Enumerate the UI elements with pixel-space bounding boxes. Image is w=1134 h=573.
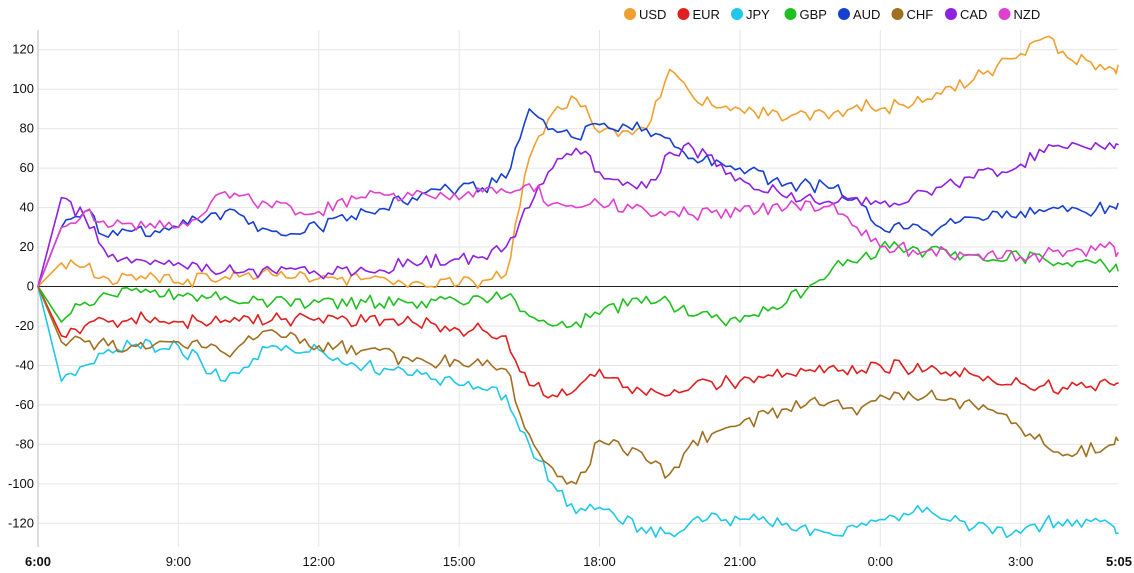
y-tick-label: -80: [15, 436, 34, 451]
series-line-nzd: [37, 183, 1119, 288]
legend-label: USD: [639, 7, 666, 22]
y-tick-label: -20: [15, 318, 34, 333]
legend-label: JPY: [746, 7, 770, 22]
series-line-eur: [37, 285, 1119, 399]
x-tick-label: 6:00: [25, 554, 51, 569]
series-line-chf: [37, 285, 1119, 485]
legend-label: CAD: [960, 7, 987, 22]
y-tick-label: -120: [8, 515, 34, 530]
legend-item-gbp[interactable]: GBP: [784, 7, 827, 22]
legend-item-eur[interactable]: EUR: [677, 7, 720, 22]
legend-item-cad[interactable]: CAD: [945, 7, 987, 22]
x-tick-label: 15:00: [443, 554, 476, 569]
x-tick-label: 21:00: [724, 554, 757, 569]
legend-item-aud[interactable]: AUD: [838, 7, 880, 22]
y-tick-label: 20: [20, 239, 34, 254]
y-tick-label: -40: [15, 357, 34, 372]
legend-swatch: [998, 8, 1011, 20]
y-tick-label: 100: [12, 81, 34, 96]
x-tick-label: 3:00: [1008, 554, 1033, 569]
legend-swatch: [891, 8, 904, 20]
series-line-aud: [37, 108, 1119, 288]
y-tick-label: 40: [20, 200, 34, 215]
grid-layer: [38, 30, 1118, 547]
legend-item-usd[interactable]: USD: [624, 7, 666, 22]
axis-layer: 120 100 80 60 40 20 0 -20 -40 -60 -80 -100 -120 6:00 9…: [8, 30, 1132, 569]
legend-swatch: [677, 8, 690, 20]
legend-label: EUR: [693, 7, 720, 22]
y-tick-label: -60: [15, 397, 34, 412]
legend-swatch: [945, 8, 957, 20]
series-line-usd: [37, 35, 1119, 289]
series-line-gbp: [37, 240, 1119, 329]
y-tick-label: 120: [12, 42, 34, 57]
x-tick-label: 5:05: [1106, 554, 1132, 569]
legend-swatch: [838, 8, 850, 20]
x-tick-label: 9:00: [166, 554, 191, 569]
x-tick-label: 12:00: [302, 554, 335, 569]
legend-swatch: [731, 8, 743, 20]
y-tick-label: 0: [27, 279, 34, 294]
y-tick-label: 60: [20, 160, 34, 175]
x-tick-label: 0:00: [868, 554, 893, 569]
y-tick-label: 80: [20, 121, 34, 136]
y-tick-label: -100: [8, 476, 34, 491]
legend-item-chf[interactable]: CHF: [891, 7, 934, 22]
legend-label: CHF: [907, 7, 934, 22]
legend-swatch: [624, 8, 636, 20]
legend-label: GBP: [800, 7, 827, 22]
legend-label: NZD: [1014, 7, 1041, 22]
x-tick-label: 18:00: [583, 554, 616, 569]
legend[interactable]: USD EUR JPY GBP AUD CHF CAD NZD: [624, 7, 1040, 22]
legend-swatch: [784, 8, 797, 20]
series-line-cad: [37, 141, 1119, 288]
legend-item-nzd[interactable]: NZD: [998, 7, 1041, 22]
series-layer: [37, 35, 1119, 539]
legend-item-jpy[interactable]: JPY: [731, 7, 770, 22]
legend-label: AUD: [853, 7, 880, 22]
series-line-jpy: [37, 285, 1119, 539]
